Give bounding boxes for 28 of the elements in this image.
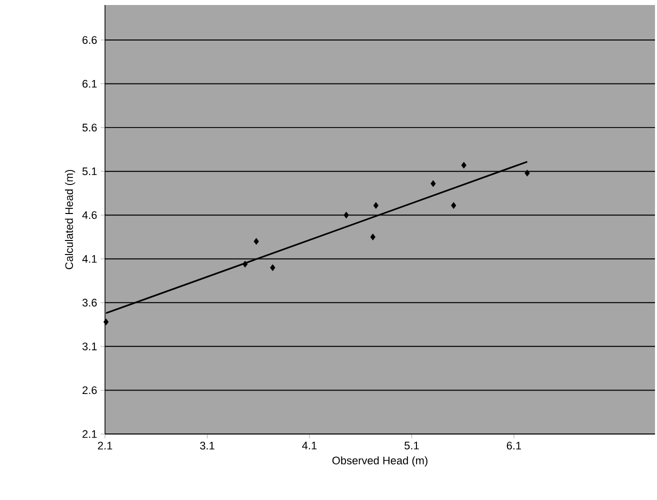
y-tick-label: 2.1 xyxy=(82,430,97,438)
point xyxy=(242,260,248,268)
point xyxy=(103,318,109,326)
point xyxy=(451,202,456,209)
point xyxy=(370,234,376,240)
x-tick-label: 6.1 xyxy=(506,442,522,450)
y-tick-label: 6.1 xyxy=(82,80,97,88)
point xyxy=(373,202,379,209)
y-tick-label: 5.1 xyxy=(82,168,97,176)
y-tick-label: 4.6 xyxy=(82,211,97,219)
point xyxy=(524,170,530,176)
x-tick-label: 2.1 xyxy=(98,442,112,450)
point xyxy=(254,238,259,245)
point xyxy=(270,264,276,272)
y-tick-label: 2.6 xyxy=(82,386,97,394)
point xyxy=(461,162,466,169)
y-axis-title: Calculated Head (m) xyxy=(64,170,76,270)
y-tick-label: 6.6 xyxy=(82,36,97,44)
x-tick-label: 5.1 xyxy=(404,442,419,450)
y-tick-label: 3.1 xyxy=(82,342,97,350)
y-tick-label: 3.6 xyxy=(82,298,97,307)
x-tick-label: 4.1 xyxy=(302,442,317,450)
point xyxy=(344,212,349,218)
point xyxy=(430,180,436,187)
y-tick-label: 5.6 xyxy=(82,124,97,132)
y-tick-label: 4.1 xyxy=(82,255,97,263)
x-tick-label: 3.1 xyxy=(200,442,214,450)
x-axis-title: Observed Head (m) xyxy=(332,456,428,467)
